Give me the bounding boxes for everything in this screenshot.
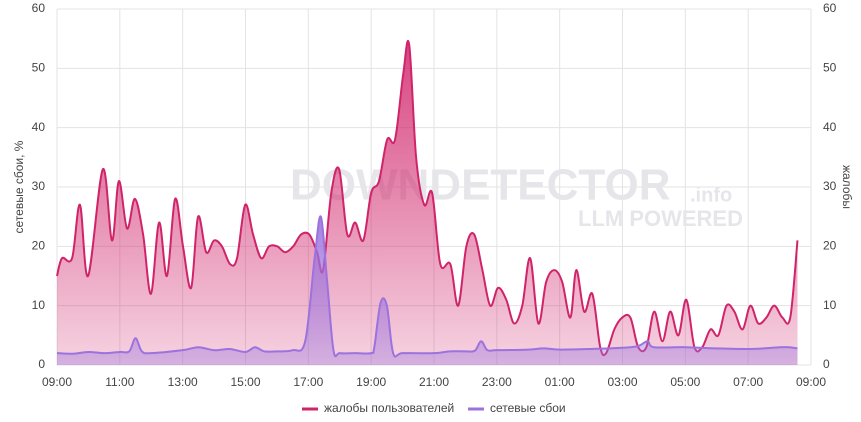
x-tick-label: 01:00 bbox=[545, 375, 575, 389]
y2-tick-label: 0 bbox=[823, 357, 830, 371]
x-tick-label: 07:00 bbox=[733, 375, 763, 389]
x-tick-label: 19:00 bbox=[356, 375, 386, 389]
y-tick-label: 60 bbox=[32, 1, 46, 15]
x-tick-label: 15:00 bbox=[230, 375, 260, 389]
y2-tick-label: 60 bbox=[823, 1, 837, 15]
x-tick-label: 23:00 bbox=[482, 375, 512, 389]
watermark-text: LLM POWERED bbox=[578, 206, 743, 231]
y2-tick-label: 40 bbox=[823, 120, 837, 134]
y-tick-label: 30 bbox=[32, 179, 46, 193]
y2-tick-label: 20 bbox=[823, 239, 837, 253]
y-tick-label: 20 bbox=[32, 239, 46, 253]
watermark-text: .info bbox=[690, 184, 732, 206]
series-line bbox=[56, 215, 798, 358]
watermark-text: DOWNDETECTOR bbox=[290, 161, 671, 210]
y2-tick-label: 30 bbox=[823, 179, 837, 193]
x-tick-label: 09:00 bbox=[42, 375, 72, 389]
y-tick-label: 40 bbox=[32, 120, 46, 134]
legend-label: сетевые сбои bbox=[490, 401, 566, 415]
y2-axis-label: жалобы bbox=[840, 165, 854, 209]
x-tick-label: 17:00 bbox=[293, 375, 323, 389]
y-tick-label: 0 bbox=[38, 357, 45, 371]
series-line bbox=[56, 40, 799, 357]
x-tick-label: 11:00 bbox=[105, 375, 134, 389]
y-tick-label: 50 bbox=[32, 61, 46, 75]
y2-tick-label: 50 bbox=[823, 61, 837, 75]
x-tick-label: 03:00 bbox=[607, 375, 637, 389]
y2-tick-label: 10 bbox=[823, 298, 837, 312]
y-axis-label: сетевые сбои, % bbox=[12, 140, 26, 233]
x-tick-label: 05:00 bbox=[670, 375, 700, 389]
x-tick-label: 13:00 bbox=[168, 375, 198, 389]
watermark: DOWNDETECTOR .info LLM POWERED bbox=[290, 161, 743, 231]
y-tick-label: 10 bbox=[32, 298, 46, 312]
x-tick-label: 21:00 bbox=[419, 375, 449, 389]
legend-label: жалобы пользователей bbox=[324, 401, 454, 415]
x-tick-label: 09:00 bbox=[796, 375, 826, 389]
